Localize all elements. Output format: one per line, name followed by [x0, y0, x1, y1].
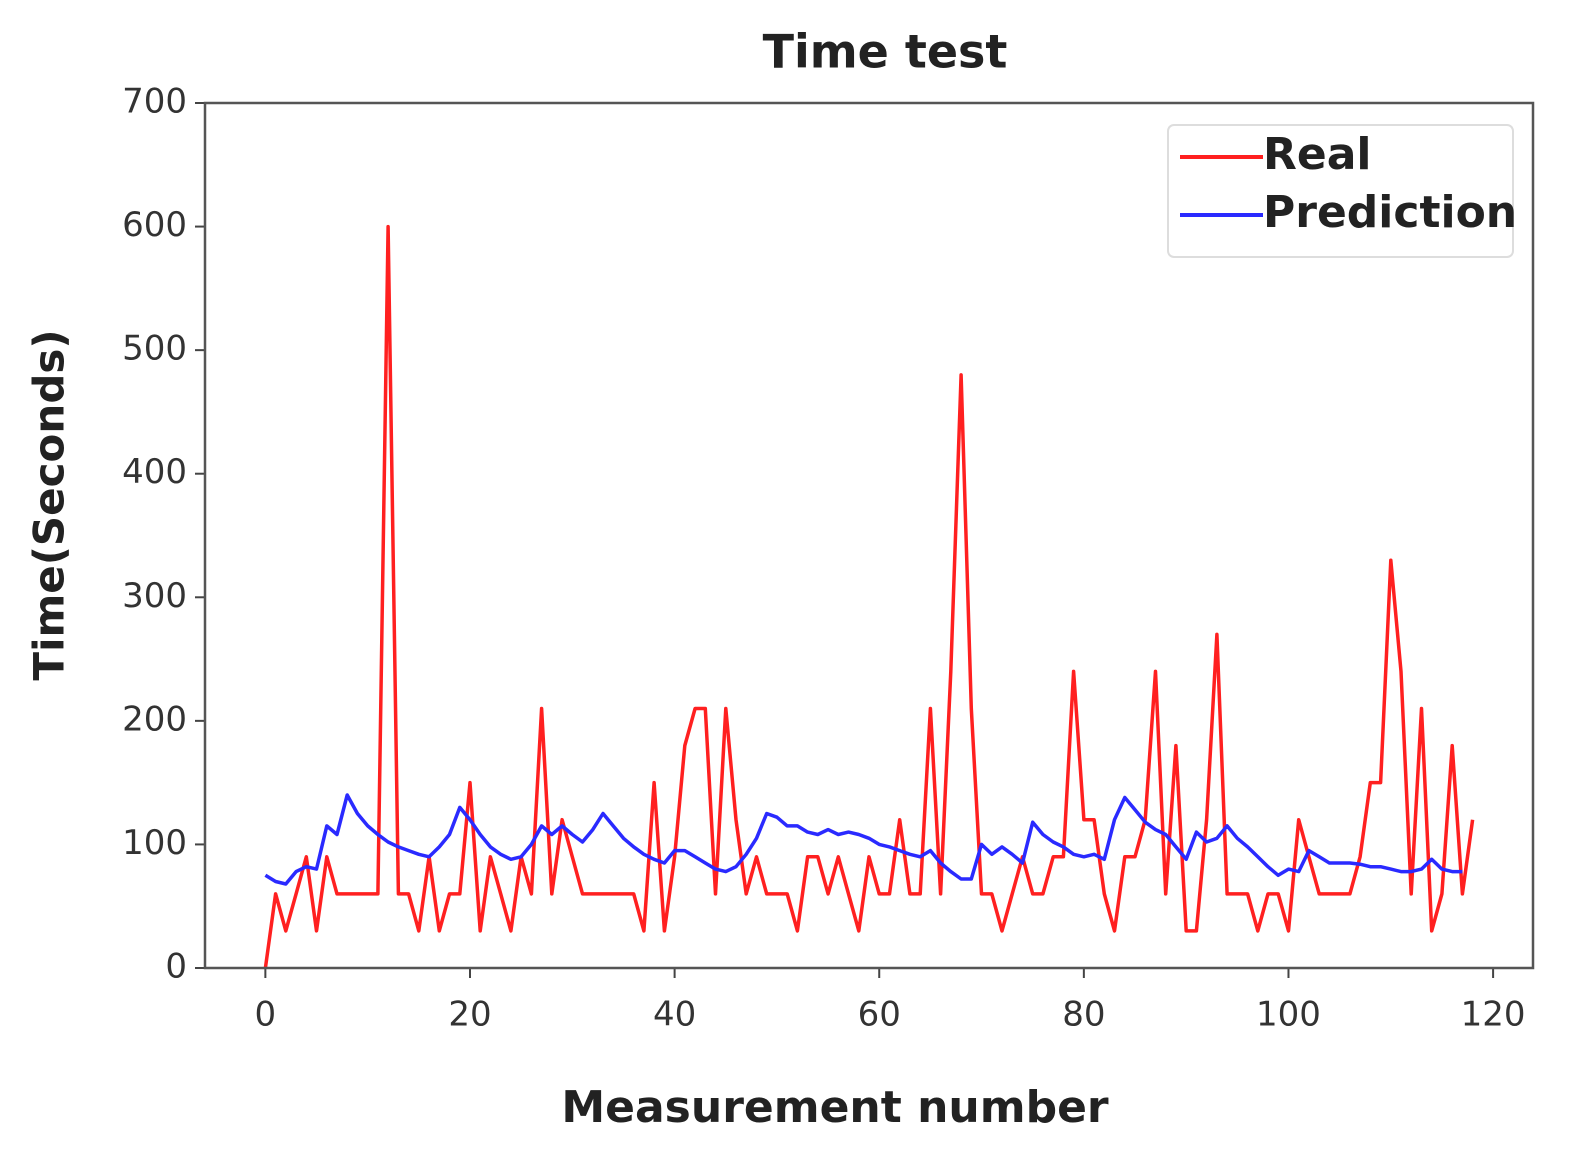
y-tick-label: 600	[122, 205, 187, 245]
chart-title: Time test	[763, 25, 1008, 79]
x-tick-label: 20	[448, 995, 491, 1035]
x-tick-label: 120	[1461, 995, 1526, 1035]
y-tick-label: 400	[122, 452, 187, 492]
legend-label: Prediction	[1263, 187, 1517, 238]
legend-label: Real	[1263, 129, 1372, 180]
line-series	[263, 224, 1475, 969]
y-tick-label: 0	[165, 947, 187, 987]
x-axis-label: Measurement number	[561, 1082, 1109, 1133]
x-tick-label: 60	[858, 995, 901, 1035]
y-tick-label: 700	[122, 82, 187, 122]
y-tick-label: 100	[122, 823, 187, 863]
y-axis-label: Time(Seconds)	[25, 329, 74, 680]
y-tick-label: 200	[122, 699, 187, 739]
x-tick-label: 40	[653, 995, 696, 1035]
x-tick-label: 0	[255, 995, 277, 1035]
y-tick-label: 300	[122, 576, 187, 616]
x-tick-label: 100	[1256, 995, 1321, 1035]
y-tick-label: 500	[122, 329, 187, 369]
line-series	[264, 793, 1463, 886]
x-tick-label: 80	[1062, 995, 1105, 1035]
plot-frame	[203, 101, 1535, 970]
